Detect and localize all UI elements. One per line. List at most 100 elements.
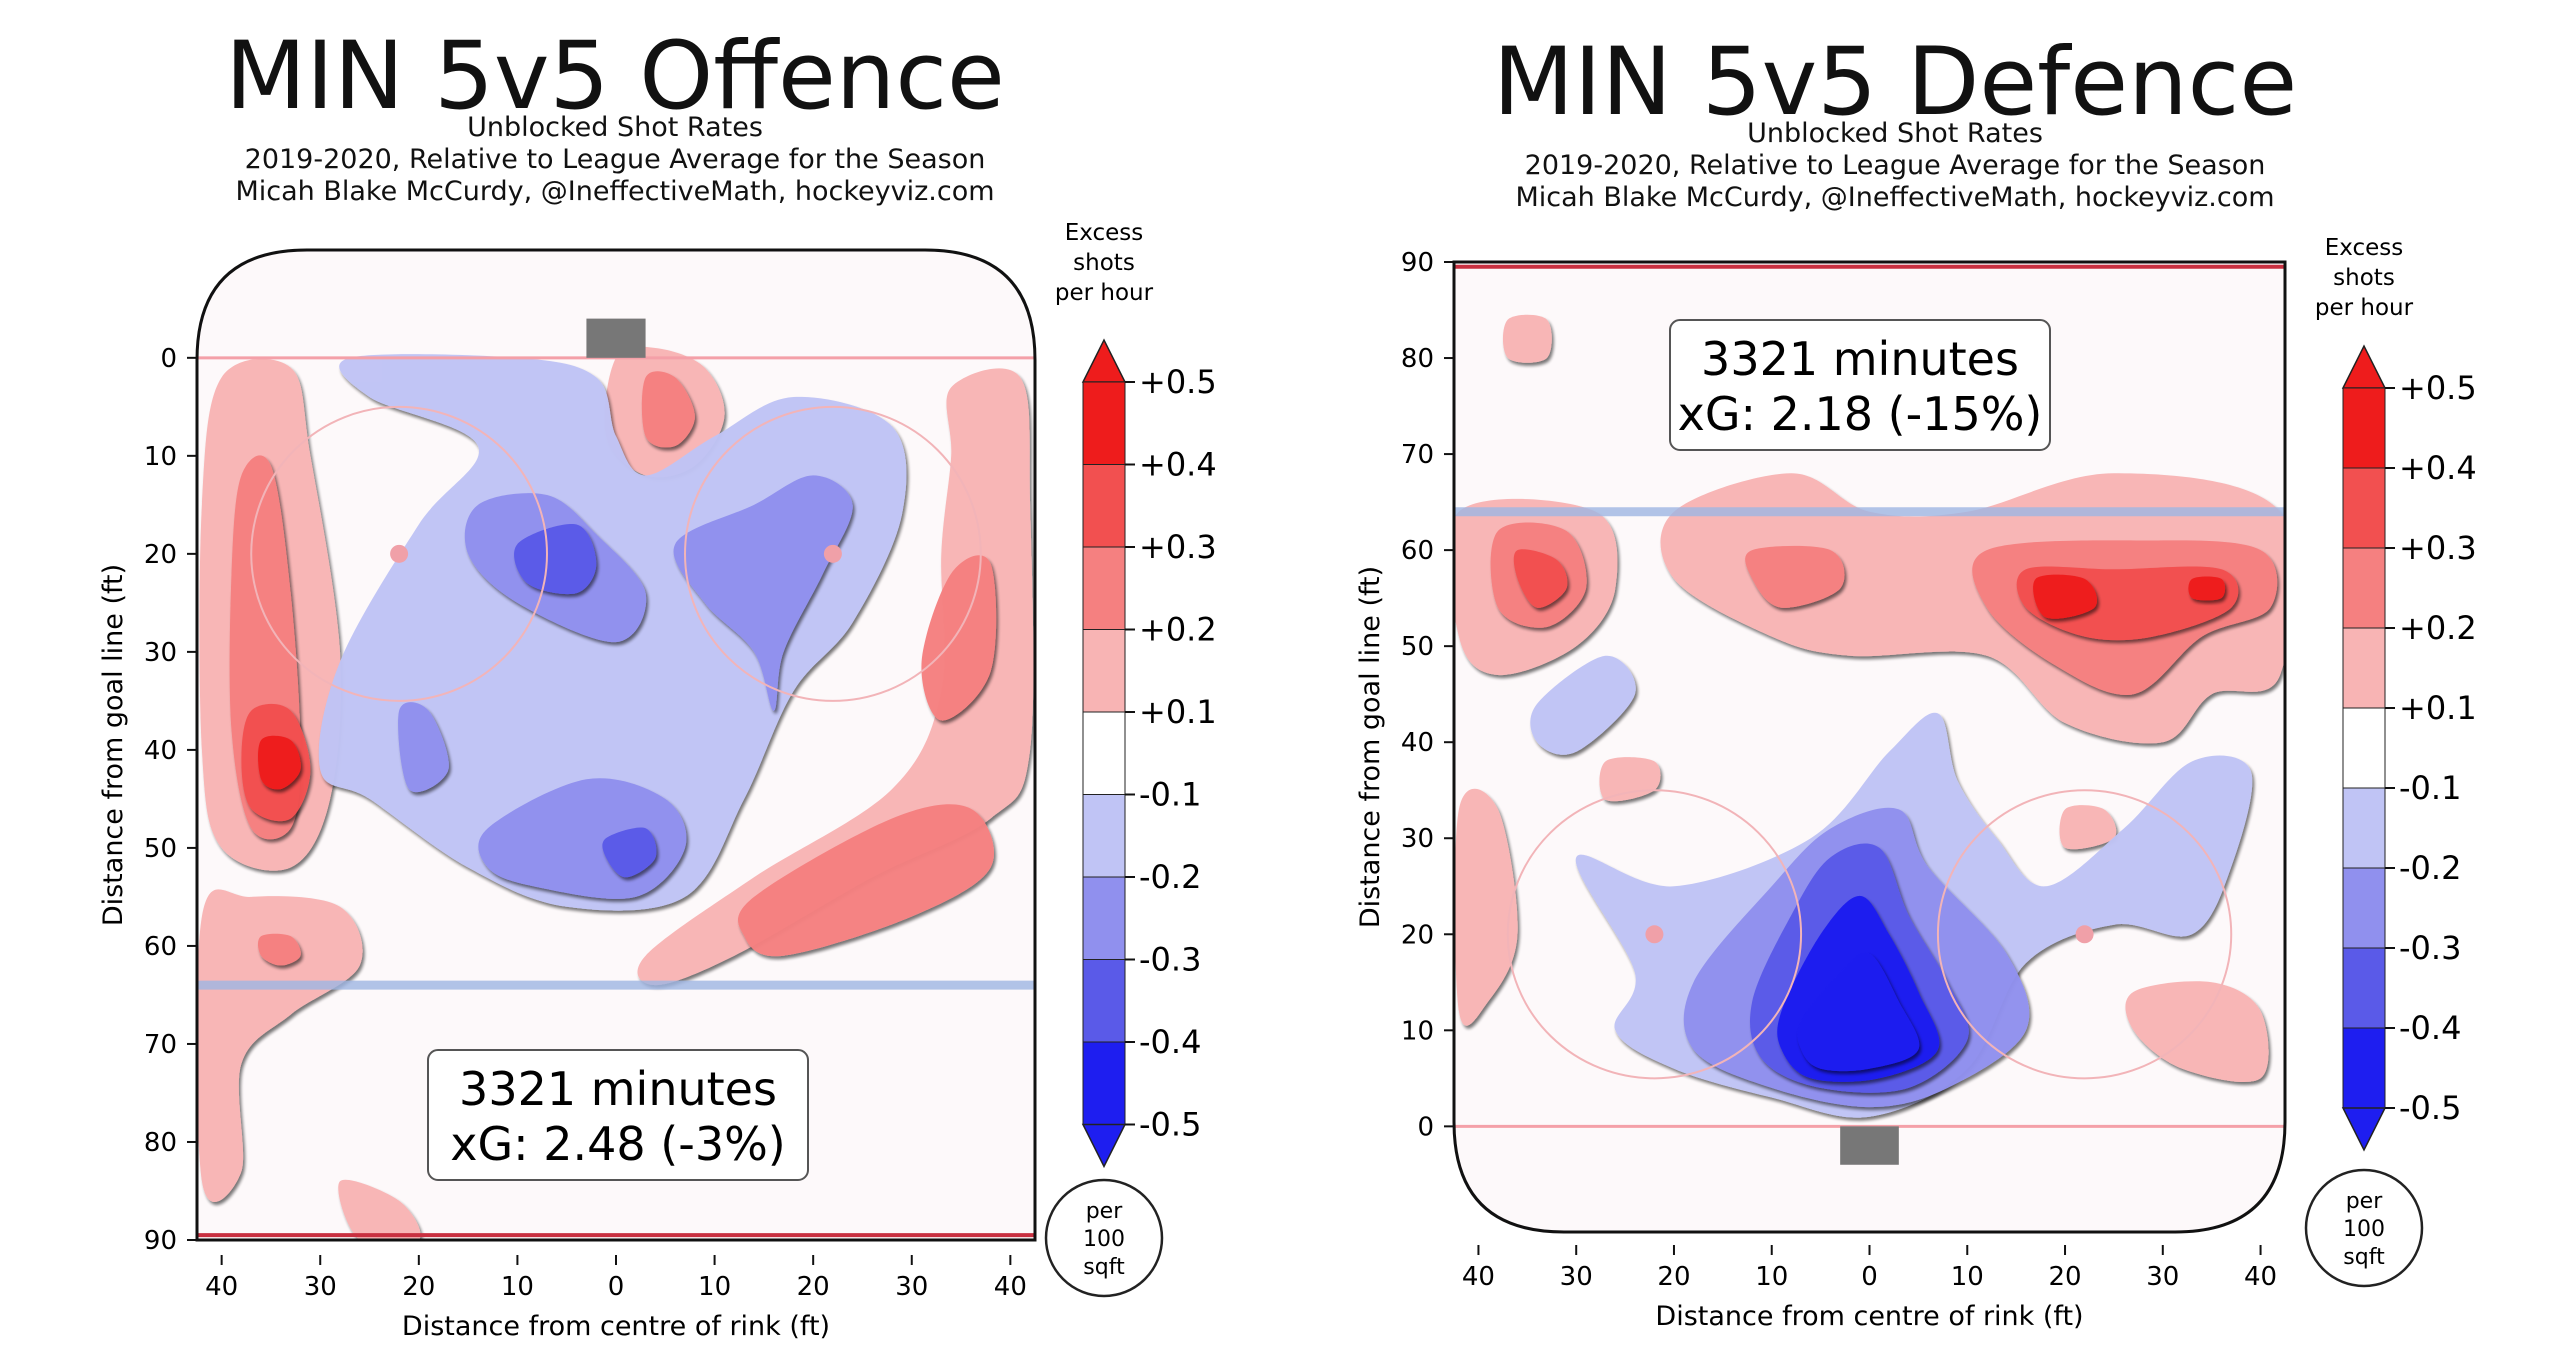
colorbar-title: Excess: [1065, 220, 1144, 246]
chart-title: MIN 5v5 Defence: [1492, 28, 2298, 137]
faceoff-circle: [684, 405, 982, 702]
x-tick-label: 0: [1861, 1262, 1878, 1292]
contour-region: [197, 889, 363, 1202]
colorbar-unit-label: 100: [1083, 1227, 1125, 1252]
y-tick-label: 70: [1401, 440, 1434, 470]
colorbar-tick-label: +0.5: [1139, 363, 1217, 401]
annotation-box: [1669, 319, 2051, 451]
colorbar-bottom-extend: [1081, 1123, 1127, 1169]
colorbar-title: shots: [2333, 265, 2395, 291]
x-tick-label: 30: [304, 1272, 337, 1302]
x-tick-label: 20: [1657, 1262, 1690, 1292]
contour-region: [641, 371, 695, 448]
contour-region: [2033, 574, 2098, 619]
contour-region: [1502, 314, 1552, 363]
y-tick-label: 30: [1401, 824, 1434, 854]
colorbar-tick-label: -0.4: [2399, 1009, 2461, 1047]
y-tick-label: 50: [1401, 632, 1434, 662]
colorbar-segment: [1082, 1041, 1126, 1125]
colorbar-tick-label: -0.2: [2399, 849, 2461, 887]
x-tick-label: 40: [2244, 1262, 2277, 1292]
colorbar-segment: [2342, 547, 2386, 629]
colorbar-tick-label: -0.5: [1139, 1106, 1201, 1144]
colorbar-tick-label: -0.3: [2399, 929, 2461, 967]
colorbar-segment: [1082, 711, 1126, 795]
y-axis-label: Distance from goal line (ft): [1355, 566, 1386, 928]
colorbar-tick-label: -0.1: [2399, 769, 2461, 807]
subtitle-line: Unblocked Shot Rates: [467, 112, 763, 143]
y-tick-label: 20: [1401, 920, 1434, 950]
goal-net: [1840, 1126, 1899, 1165]
contour-region: [1530, 655, 1636, 755]
contour-region: [514, 523, 597, 595]
colorbar-segment: [1082, 546, 1126, 630]
y-tick-label: 50: [144, 834, 177, 864]
x-tick-label: 30: [1560, 1262, 1593, 1292]
chart-subtitle: Unblocked Shot Rates 2019-2020, Relative…: [165, 112, 1065, 208]
colorbar-unit-label: per: [2346, 1189, 2384, 1214]
colorbar-tick-label: +0.3: [2399, 529, 2477, 567]
colorbar-tick-label: +0.5: [2399, 369, 2477, 407]
annotation-text: xG: 2.18 (-15%): [1678, 387, 2043, 441]
faceoff-dot: [1645, 925, 1664, 944]
faceoff-dot: [390, 544, 409, 563]
y-tick-label: 80: [1401, 344, 1434, 374]
colorbar-tick-label: +0.2: [2399, 609, 2477, 647]
faceoff-circle: [250, 405, 548, 702]
y-tick-label: 30: [144, 638, 177, 668]
colorbar-tick-label: +0.4: [1139, 446, 1217, 484]
contour-region: [1513, 549, 1568, 608]
colorbar-title: shots: [1073, 250, 1135, 276]
colorbar-tick-label: +0.1: [2399, 689, 2477, 727]
contour-region: [257, 933, 301, 966]
y-tick-label: 60: [1401, 536, 1434, 566]
colorbar-segment: [2342, 1027, 2386, 1109]
colorbar-tick-label: +0.4: [2399, 449, 2477, 487]
x-tick-label: 10: [1755, 1262, 1788, 1292]
x-axis-label: Distance from centre of rink (ft): [1655, 1301, 2083, 1332]
contour-regions: [197, 346, 1034, 1240]
subtitle-line: Micah Blake McCurdy, @IneffectiveMath, h…: [1515, 182, 2275, 213]
contour-region: [602, 827, 657, 878]
contour-region: [738, 804, 995, 957]
contour-region: [338, 1179, 421, 1240]
colorbar-segment: [2342, 787, 2386, 869]
colorbar-segment: [2342, 947, 2386, 1029]
colorbar-tick-label: -0.4: [1139, 1023, 1201, 1061]
goal-net: [586, 318, 646, 358]
colorbar-bottom-extend: [2341, 1107, 2387, 1152]
annotation-text: 3321 minutes: [459, 1062, 777, 1116]
colorbar-segment: [1082, 629, 1126, 713]
colorbar-tick-label: -0.3: [1139, 941, 1201, 979]
y-tick-label: 80: [144, 1128, 177, 1158]
colorbar-segment: [2342, 387, 2386, 469]
colorbar-segment: [2342, 627, 2386, 709]
offence-panel: MIN 5v5 Offence Unblocked Shot Rates 201…: [98, 30, 1217, 1343]
colorbar-segment: [1082, 794, 1126, 878]
x-tick-label: 40: [994, 1272, 1027, 1302]
colorbar-tick-label: -0.1: [1139, 776, 1201, 814]
faceoff-circle: [1936, 789, 2233, 1080]
contour-regions: [1454, 314, 2285, 1118]
x-tick-label: 20: [797, 1272, 830, 1302]
contour-region: [921, 555, 997, 721]
colorbar-title: per hour: [2315, 295, 2414, 321]
colorbar-segment: [1082, 959, 1126, 1043]
colorbar-unit-label: 100: [2343, 1217, 2385, 1242]
x-tick-label: 30: [895, 1272, 928, 1302]
colorbar-unit-label: sqft: [2343, 1245, 2385, 1270]
y-tick-label: 90: [1401, 248, 1434, 278]
faceoff-dot: [823, 544, 842, 563]
annotation-text: xG: 2.48 (-3%): [450, 1117, 786, 1171]
y-tick-label: 60: [144, 932, 177, 962]
contour-region: [257, 735, 301, 790]
y-tick-label: 10: [144, 442, 177, 472]
colorbar-tick-label: +0.1: [1139, 693, 1217, 731]
y-tick-label: 0: [160, 344, 177, 374]
colorbar-segment: [2342, 467, 2386, 549]
colorbar-unit-label: per: [1086, 1199, 1124, 1224]
x-tick-label: 20: [2048, 1262, 2081, 1292]
faceoff-dot: [2075, 925, 2094, 944]
